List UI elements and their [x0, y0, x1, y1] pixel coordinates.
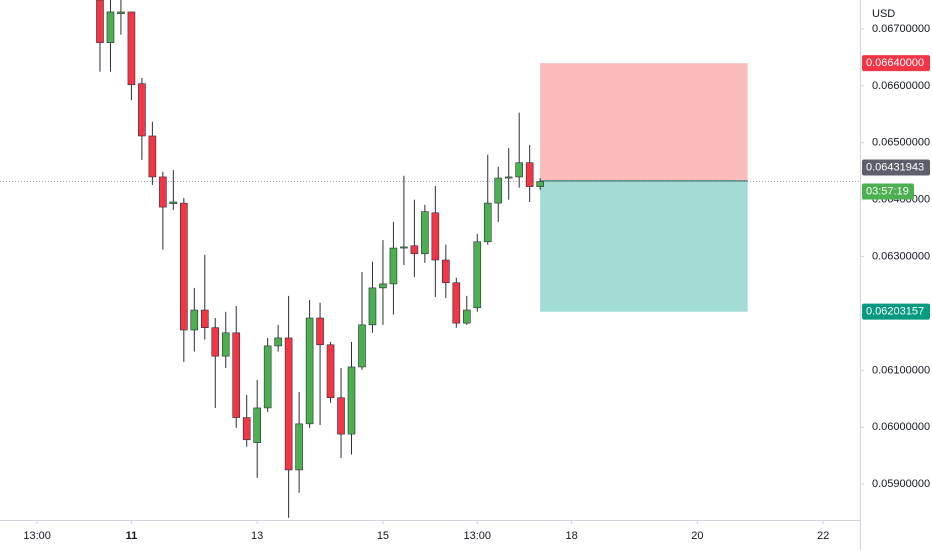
- y-tick-label: 0.06300000: [872, 250, 930, 262]
- candle-body: [138, 83, 146, 137]
- candle-body: [462, 309, 471, 324]
- candle-body: [536, 181, 544, 187]
- candle-body: [159, 176, 167, 208]
- candle-body: [442, 259, 450, 284]
- y-tick-label: 0.06500000: [872, 137, 930, 149]
- y-tick-label: 0.06100000: [872, 364, 930, 376]
- x-tick-label: 13:00: [463, 530, 491, 542]
- candle-body: [180, 202, 188, 331]
- candle-body: [96, 0, 104, 43]
- candle-body: [421, 211, 429, 255]
- x-tick-label: 13: [251, 530, 263, 542]
- y-tick-label: 0.06600000: [872, 80, 930, 92]
- y-tick-label: 0.06000000: [872, 421, 930, 433]
- candle-body: [127, 11, 136, 86]
- x-tick-label: 20: [691, 530, 703, 542]
- candle-body: [483, 202, 492, 243]
- candle-body: [358, 324, 366, 368]
- axis-unit: USD: [872, 8, 895, 20]
- candle-body: [452, 282, 461, 324]
- candle-body: [106, 11, 115, 43]
- candle-body: [347, 366, 356, 435]
- candle-body: [232, 332, 241, 418]
- candle-body: [410, 245, 419, 255]
- candle-body: [190, 309, 199, 331]
- candle-body: [148, 135, 157, 178]
- candle-body: [242, 417, 251, 441]
- countdown-bg: [862, 183, 914, 200]
- y-tick-label: 0.05900000: [872, 478, 930, 490]
- y-tick-label: 0.06700000: [872, 23, 930, 35]
- countdown: 03:57:19: [866, 185, 909, 197]
- x-tick-label: 18: [565, 530, 577, 542]
- candle-body: [389, 247, 398, 285]
- candle-body: [337, 397, 345, 435]
- candle-body: [221, 332, 230, 357]
- candle-body: [473, 241, 482, 309]
- candle-body: [525, 162, 534, 187]
- current-price-label-bg: [862, 159, 930, 176]
- candle-body: [316, 317, 324, 346]
- target-price-label: 0.06203157: [866, 306, 924, 318]
- candle-body: [379, 283, 387, 289]
- candle-body: [305, 317, 314, 425]
- candle-body: [253, 407, 261, 443]
- candle-body: [400, 246, 408, 249]
- candle-body: [200, 309, 209, 329]
- stop-zone: [540, 63, 748, 181]
- candle-body: [169, 201, 178, 204]
- candle-body: [211, 327, 220, 357]
- target-zone: [540, 180, 748, 312]
- candle-body: [504, 176, 513, 179]
- x-tick-label: 13:00: [23, 530, 51, 542]
- plot-area: [0, 0, 860, 518]
- x-tick-label: 22: [817, 530, 829, 542]
- target-price-label-bg: [862, 303, 930, 320]
- current-price-label: 0.06431943: [866, 161, 924, 173]
- candle-body: [515, 162, 523, 178]
- candle-body: [494, 177, 503, 204]
- stop-price-label-bg: [862, 55, 930, 72]
- candle-body: [326, 344, 335, 398]
- candle-body: [274, 337, 282, 347]
- candle-body: [117, 11, 125, 14]
- x-tick-label: 11: [126, 530, 138, 542]
- candle-body: [431, 212, 440, 261]
- stop-price-label: 0.06640000: [866, 57, 924, 69]
- candle-body: [295, 423, 303, 471]
- candle-body: [368, 287, 377, 326]
- x-tick-label: 15: [377, 530, 389, 542]
- candle-body: [263, 345, 272, 409]
- candle-body: [284, 337, 293, 471]
